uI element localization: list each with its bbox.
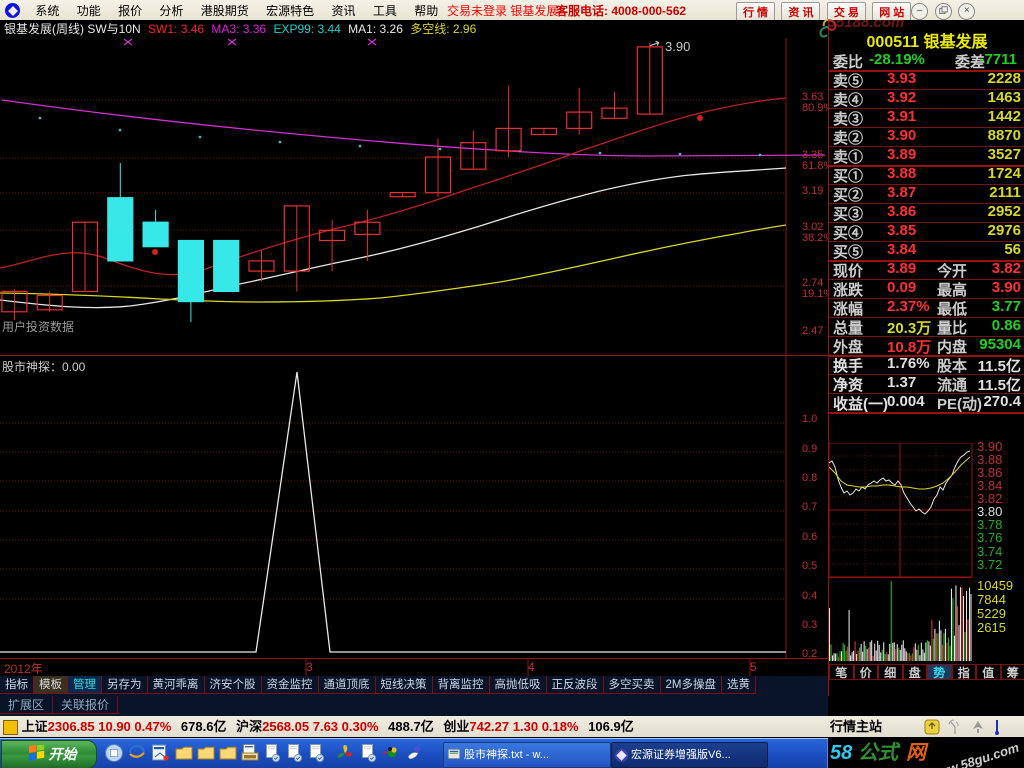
svg-text:公式: 公式 xyxy=(858,741,901,764)
svg-text:网: 网 xyxy=(906,742,929,764)
svg-text:58: 58 xyxy=(830,742,853,764)
svg-text:www.58gu.com: www.58gu.com xyxy=(927,739,1022,768)
